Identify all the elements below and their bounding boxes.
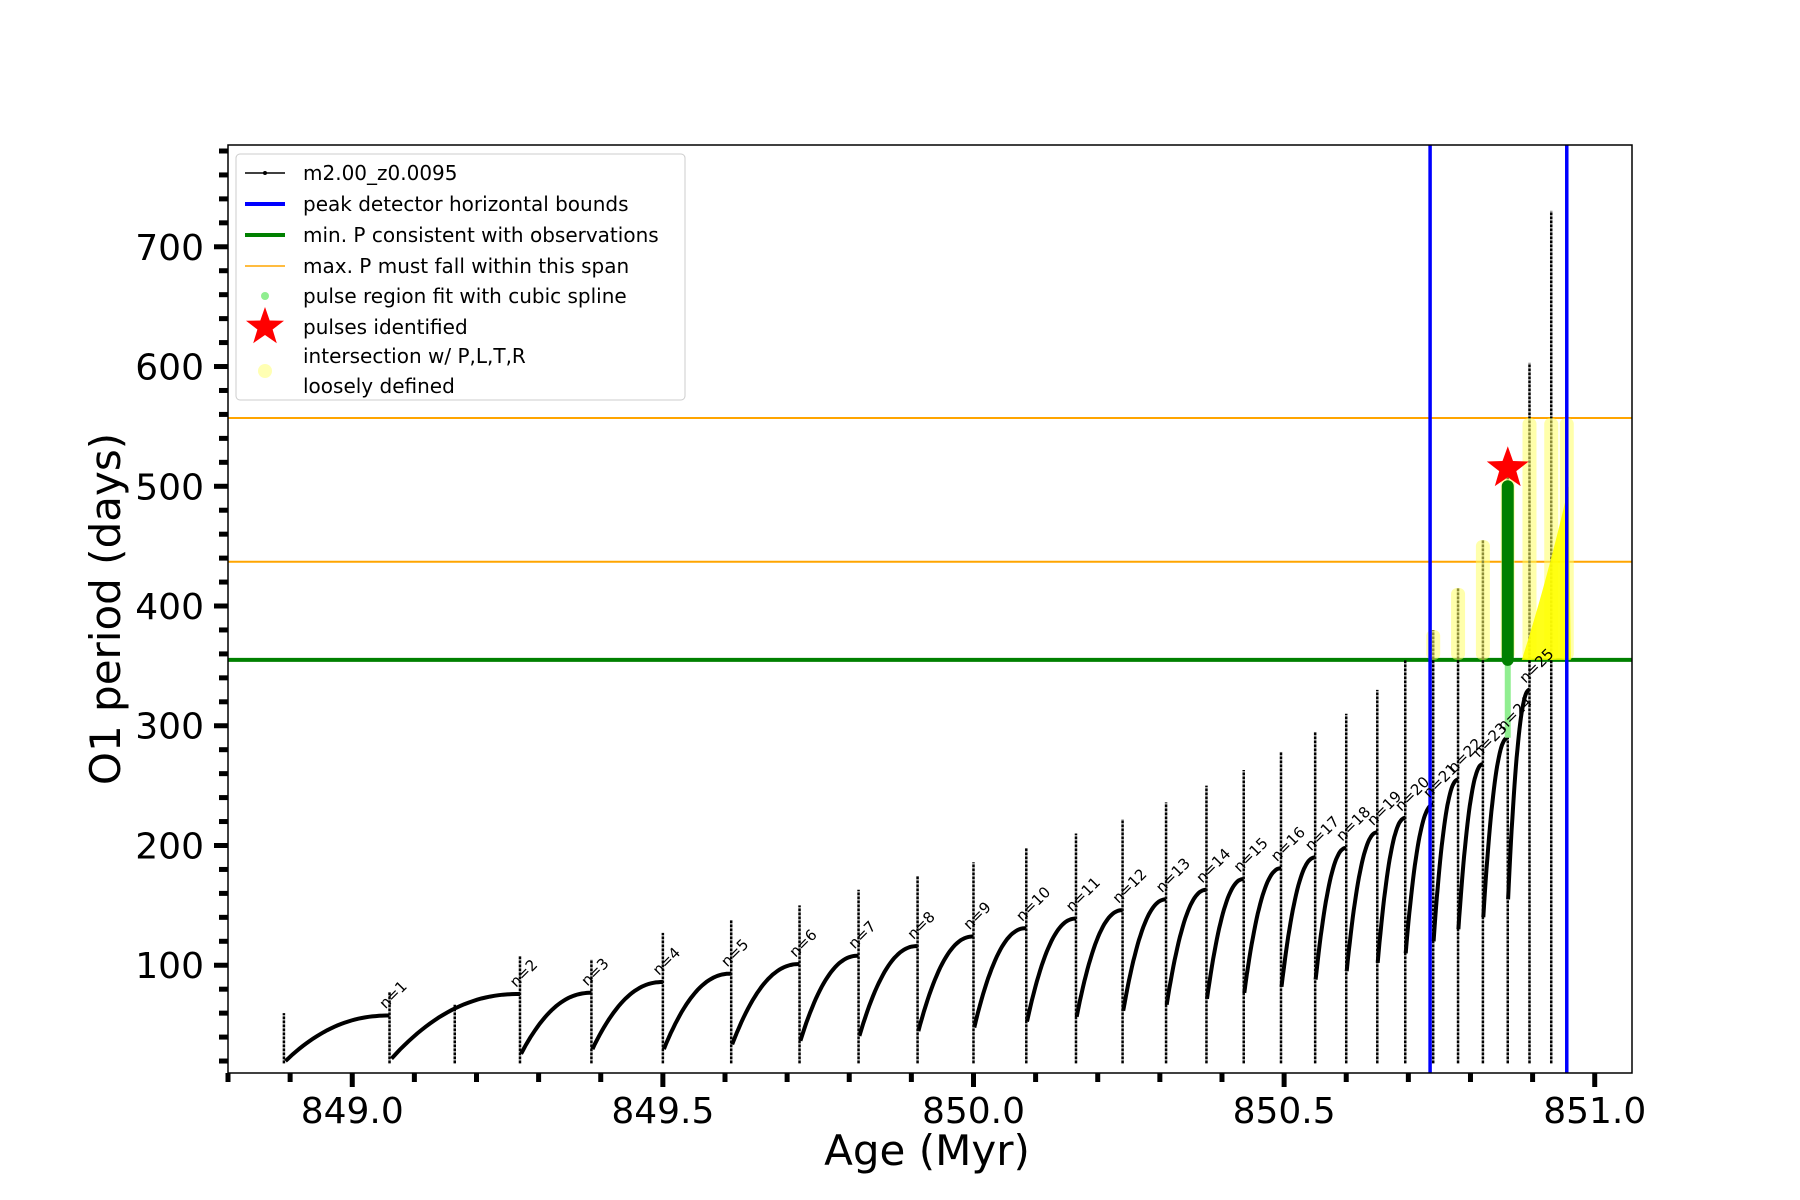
- series-segment-15: [1205, 877, 1244, 1000]
- legend-label-7: intersection w/ P,L,T,R: [303, 344, 526, 368]
- series-segment-22: [1431, 777, 1459, 942]
- legend-label-4: max. P must fall within this span: [303, 254, 629, 278]
- series-segment-24: [1481, 735, 1509, 918]
- pulse-star: [1486, 446, 1529, 487]
- y-tick-label-700: 700: [135, 228, 204, 269]
- series-segment-18: [1313, 845, 1347, 980]
- legend-handle-7: [258, 364, 272, 378]
- x-tick-label-4: 851.0: [1543, 1091, 1646, 1132]
- series-segment-8: [857, 944, 918, 1037]
- series-segment-17: [1279, 855, 1316, 988]
- intersection-region-2: [1451, 588, 1466, 660]
- series-segment-4: [590, 980, 663, 1050]
- intersection-region-3: [1475, 540, 1490, 660]
- series-segment-2: [390, 992, 520, 1060]
- legend-label-7-line2: loosely defined: [303, 374, 455, 398]
- series-segment-20: [1375, 815, 1406, 963]
- x-tick-label-1: 849.5: [611, 1091, 714, 1132]
- legend-label-6: pulses identified: [303, 315, 468, 339]
- legend-handle-6: [246, 307, 284, 344]
- y-tick-label-400: 400: [135, 587, 204, 628]
- series-segment-10: [972, 926, 1027, 1028]
- legend-label-2: peak detector horizontal bounds: [303, 192, 629, 216]
- y-axis-label: O1 period (days): [81, 433, 130, 785]
- series-segment-19: [1344, 830, 1378, 972]
- plot-frame: [227, 144, 1633, 1074]
- legend-label-3: min. P consistent with observations: [303, 223, 659, 247]
- x-axis: 849.0 849.5 850.0 850.5 851.0: [225, 1073, 1646, 1132]
- legend-handle-5: [261, 292, 269, 300]
- series-segment-7: [798, 953, 859, 1042]
- series-segment-12: [1074, 908, 1123, 1018]
- series-segment-6: [730, 962, 800, 1046]
- series-segment-9: [916, 934, 974, 1032]
- peak-detector-vlines: [1428, 145, 1569, 1073]
- reference-hlines: [228, 417, 1632, 662]
- series-segment-13: [1121, 897, 1167, 1012]
- series-segment-11: [1025, 916, 1077, 1022]
- intersection-region-1: [1426, 629, 1441, 660]
- y-tick-label-600: 600: [135, 348, 204, 389]
- y-tick-label-300: 300: [135, 707, 204, 748]
- y-tick-label-200: 200: [135, 826, 204, 867]
- series-segment-1: [284, 1013, 390, 1063]
- intersection-region-5: [1522, 418, 1537, 660]
- legend-label-5: pulse region fit with cubic spline: [303, 284, 627, 308]
- y-tick-label-100: 100: [135, 946, 204, 987]
- intersection-blob: [1521, 486, 1571, 660]
- y-axis: 100 200 300 400 500 600 700: [135, 148, 228, 1064]
- x-axis-label: Age (Myr): [824, 1126, 1030, 1175]
- y-tick-label-500: 500: [135, 467, 204, 508]
- legend-label-1: m2.00_z0.0095: [303, 161, 458, 185]
- series-segment-5: [662, 971, 732, 1050]
- x-tick-label-3: 850.5: [1233, 1091, 1336, 1132]
- legend-handle-1-marker: [263, 171, 267, 175]
- series-segment-23: [1456, 762, 1484, 930]
- legend-box: [235, 153, 686, 401]
- x-tick-label-0: 849.0: [301, 1091, 404, 1132]
- x-tick-label-2: 850.0: [922, 1091, 1025, 1132]
- series-segment-25: [1506, 687, 1530, 900]
- series-segment-16: [1242, 866, 1282, 994]
- series-segment-3: [519, 990, 592, 1055]
- series-m2-z0-0095: [282, 210, 1569, 1064]
- series-segment-14: [1164, 887, 1207, 1006]
- identified-pulse-marker: [1486, 446, 1529, 487]
